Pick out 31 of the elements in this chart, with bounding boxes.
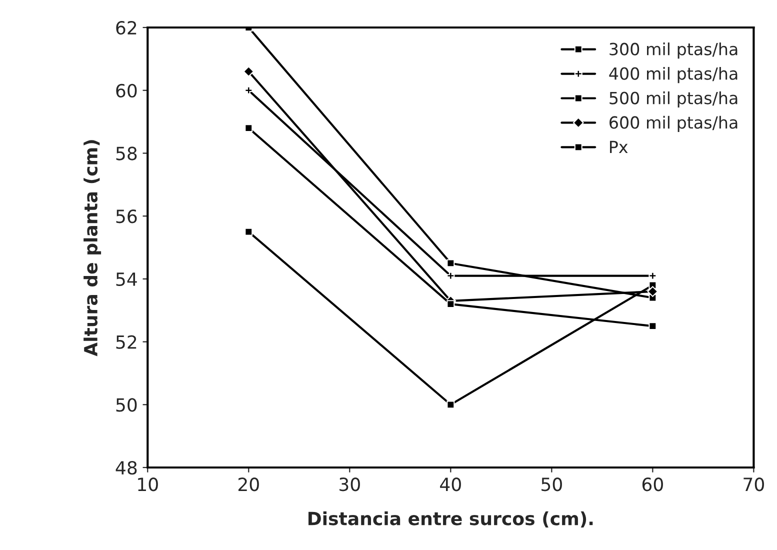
y-tick-label: 58 bbox=[116, 146, 137, 160]
y-tick-label: 52 bbox=[116, 335, 136, 349]
y-tick-label: 56 bbox=[116, 210, 137, 224]
x-tick-label: 70 bbox=[744, 478, 764, 492]
x-tick-label: 30 bbox=[340, 478, 360, 492]
x-tick-label: 20 bbox=[238, 478, 259, 492]
legend-label: 600 mil ptas/ha bbox=[610, 116, 738, 132]
x-tick-label: 60 bbox=[642, 478, 663, 492]
point bbox=[446, 272, 455, 280]
point bbox=[244, 86, 253, 94]
point bbox=[446, 400, 455, 409]
point bbox=[244, 124, 253, 132]
y-tick-label: 54 bbox=[116, 272, 137, 286]
x-tick-label: 50 bbox=[542, 478, 562, 492]
legend-label: 400 mil ptas/ha bbox=[609, 66, 738, 84]
x-tick-label: 10 bbox=[138, 478, 158, 492]
point bbox=[647, 286, 658, 297]
y-tick-label: 60 bbox=[116, 84, 137, 98]
y-axis-title: Altura de planta (cm) bbox=[84, 140, 102, 356]
point bbox=[648, 272, 657, 280]
point bbox=[446, 259, 455, 268]
point bbox=[243, 66, 254, 77]
y-tick-label: 50 bbox=[116, 398, 137, 412]
y-tick-label: 62 bbox=[116, 20, 136, 35]
point bbox=[244, 228, 253, 236]
y-tick-label: 48 bbox=[116, 460, 137, 475]
x-tick-label: 40 bbox=[440, 478, 461, 492]
legend-label: Px bbox=[610, 140, 628, 154]
legend-label: 300 mil ptas/ha bbox=[610, 42, 738, 59]
x-axis-title: Distancia entre surcos (cm). bbox=[308, 511, 593, 528]
legend-label: 500 mil ptas/ha bbox=[610, 91, 738, 108]
